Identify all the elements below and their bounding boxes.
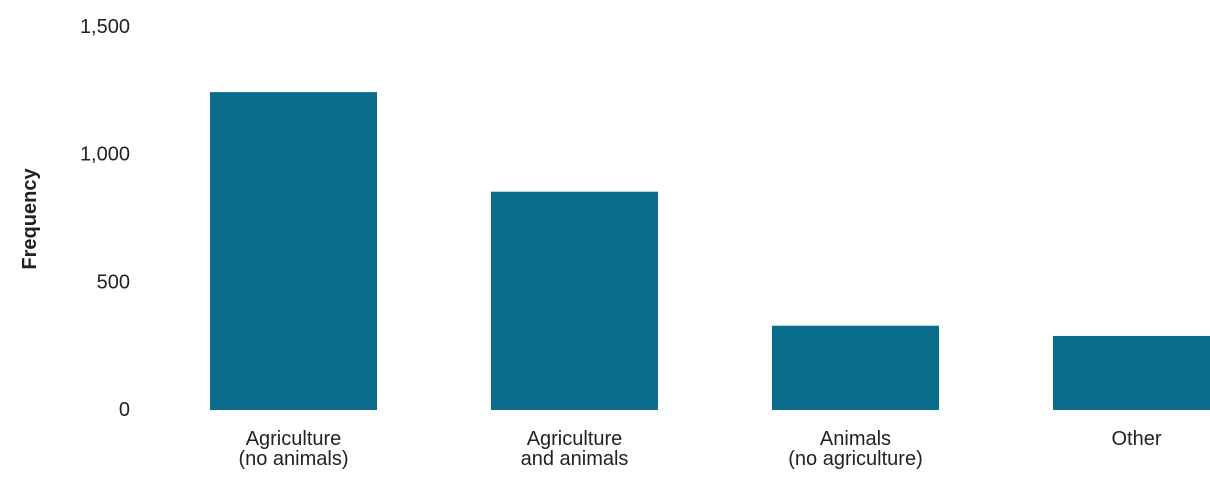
- x-category-label-line: Agriculture: [527, 428, 623, 450]
- bar: [210, 92, 377, 411]
- x-category-label: Agriculture and animals: [521, 428, 629, 470]
- bar: [491, 191, 658, 410]
- y-axis-title: Frequency: [19, 168, 41, 270]
- x-category-label-line: Agriculture: [246, 428, 342, 450]
- bar: [772, 325, 939, 410]
- bars: [210, 92, 1210, 411]
- y-tick-label: 0: [119, 399, 130, 421]
- x-category-label: Other: [1111, 428, 1161, 450]
- x-category-label: Agriculture (no animals): [238, 428, 348, 470]
- x-axis-labels: Agriculture (no animals)Agriculture and an…: [238, 428, 1161, 470]
- x-category-label-line: and animals: [521, 448, 629, 470]
- x-category-label-line: (no animals): [238, 448, 348, 470]
- x-category-label-line: Other: [1111, 428, 1161, 450]
- x-category-label-line: Animals: [820, 428, 891, 450]
- y-tick-label: 500: [97, 271, 130, 293]
- x-category-label: Animals (no agriculture): [788, 428, 923, 470]
- y-tick-label: 1,500: [80, 16, 130, 38]
- x-category-label-line: (no agriculture): [788, 448, 923, 470]
- bar: [1053, 335, 1210, 410]
- y-axis-ticks: 0 500 1,000 1,500: [80, 16, 130, 421]
- y-tick-label: 1,000: [80, 144, 130, 166]
